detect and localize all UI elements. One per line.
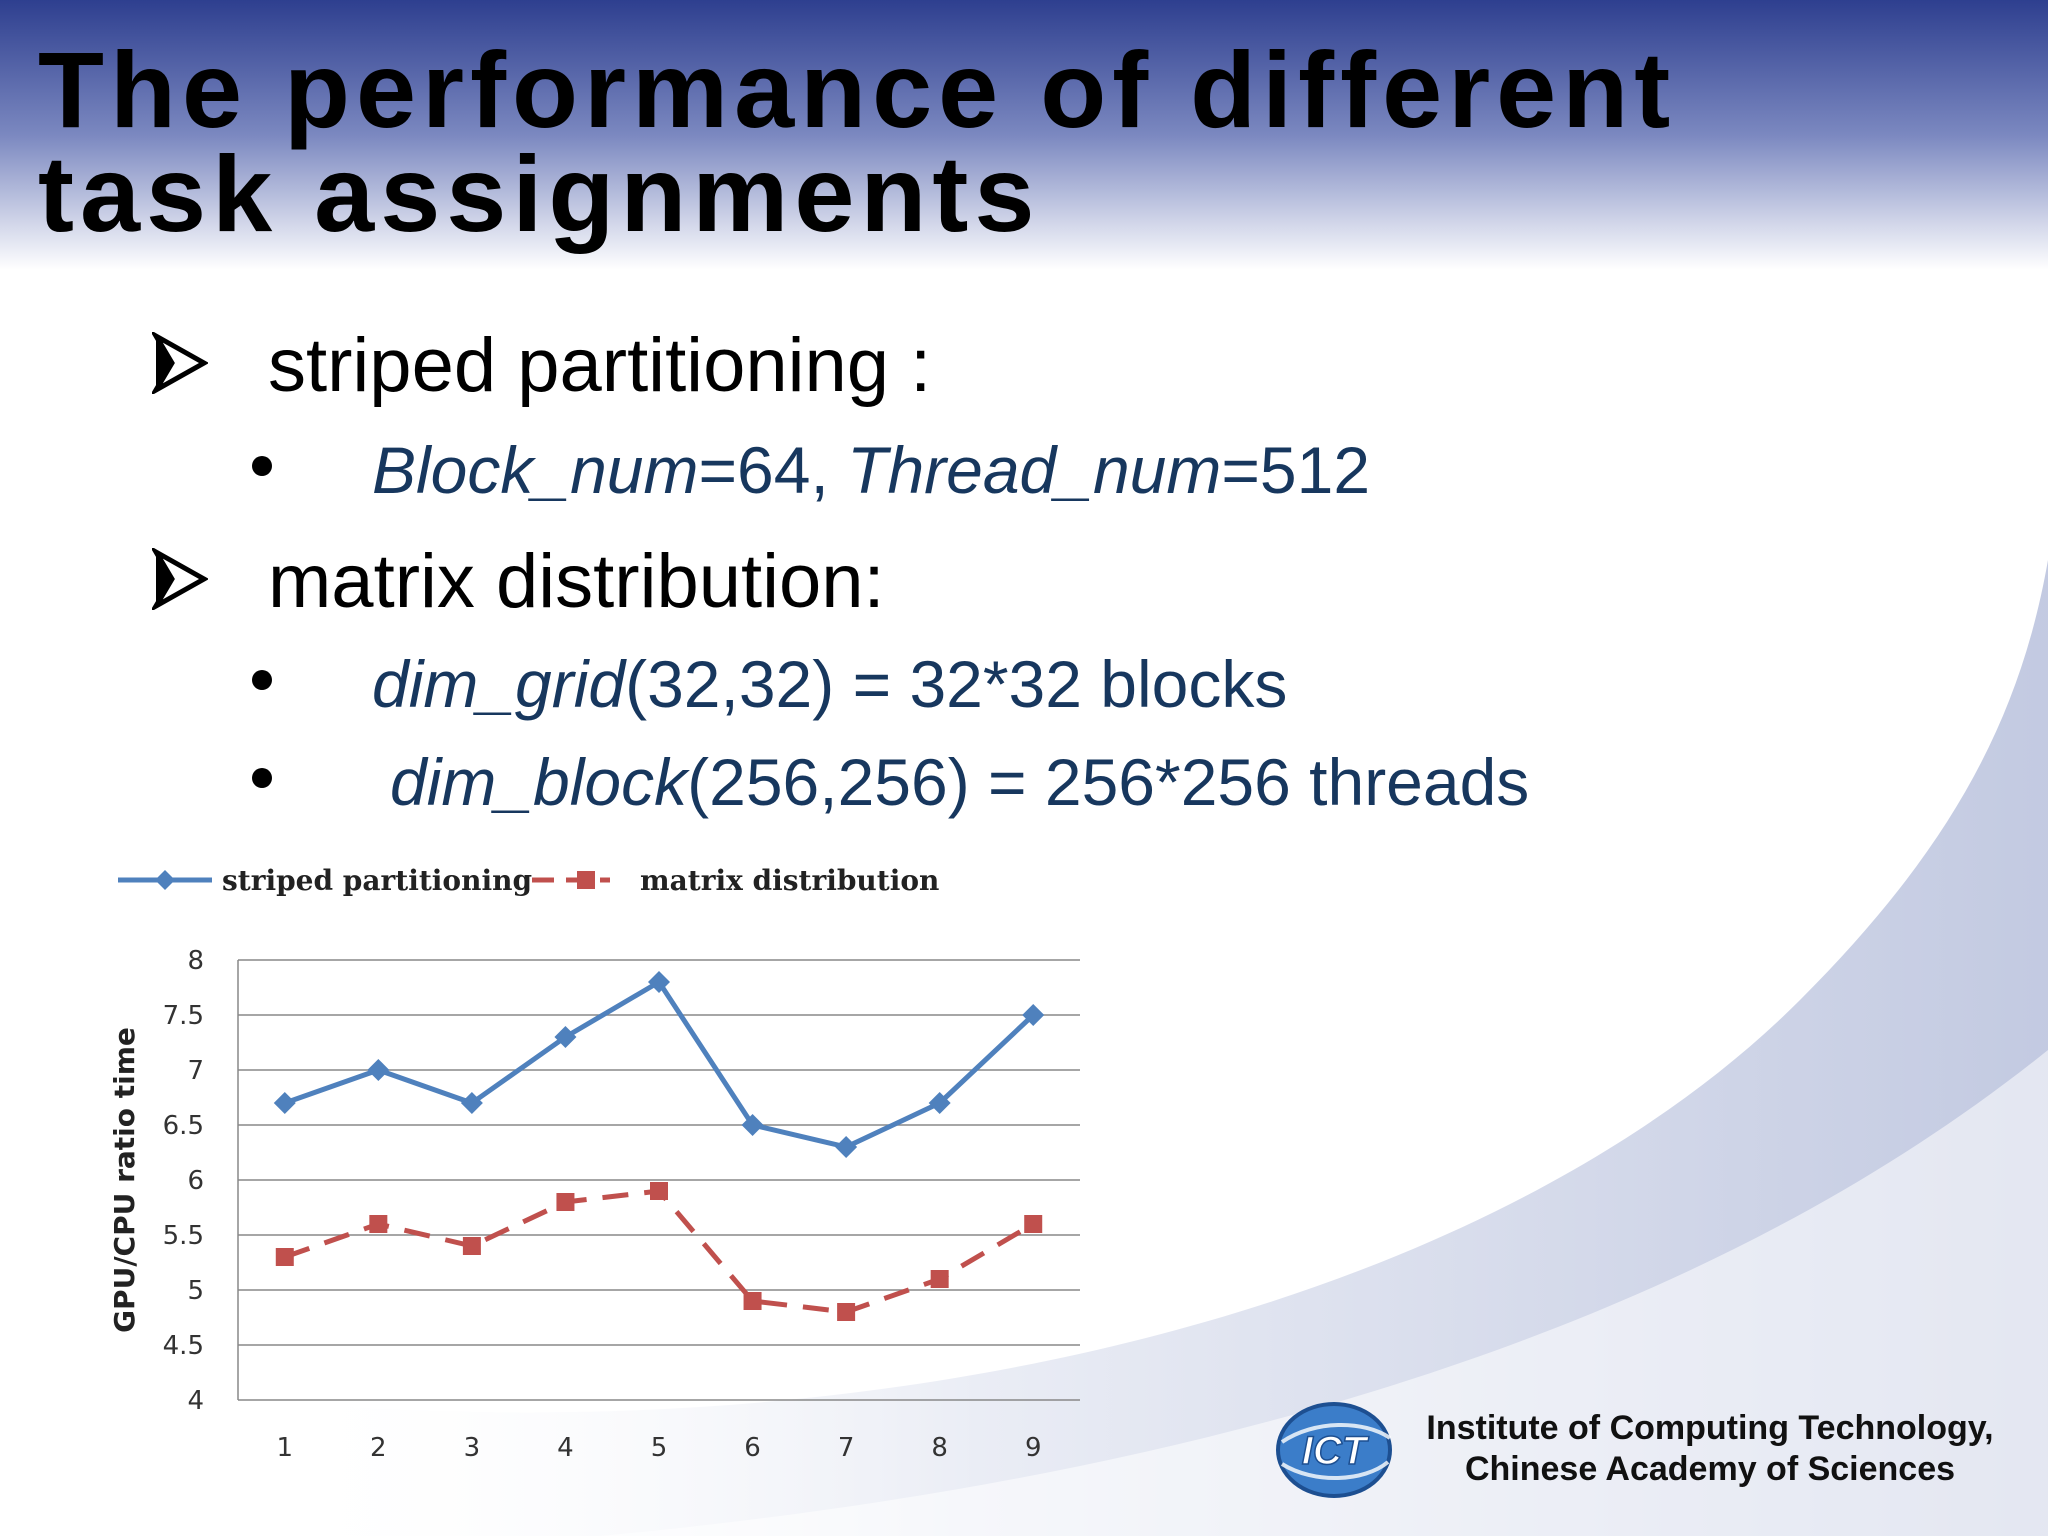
- footer-line-1: Institute of Computing Technology,: [1426, 1409, 1994, 1447]
- data-point-diamond: [460, 1092, 483, 1114]
- x-tick-label: 3: [464, 1433, 481, 1463]
- ict-logo: ICT: [1276, 1402, 1392, 1498]
- x-tick-label: 5: [651, 1433, 668, 1463]
- x-tick-label: 4: [557, 1433, 574, 1463]
- data-point-square: [556, 1193, 575, 1211]
- dim-grid-label: dim_grid: [372, 647, 626, 721]
- data-point-diamond: [835, 1136, 858, 1158]
- arrow-bullet-icon: [152, 548, 208, 610]
- x-tick-label: 1: [277, 1433, 294, 1463]
- thread-num-value: =512: [1221, 433, 1371, 507]
- title-line-1: The performance of different: [38, 29, 1677, 150]
- data-point-diamond: [1022, 1004, 1045, 1026]
- y-axis-title: GPU/CPU ratio time: [108, 1027, 141, 1333]
- title-line-2: task assignments: [38, 133, 1041, 254]
- dim-block-value: (256,256) = 256*256 threads: [687, 745, 1530, 819]
- data-point-diamond: [367, 1059, 390, 1081]
- line-chart: 4 4.5 5 5.5 6 6.5 7 7.5 8 1 2 3 4 5 6 7 8 9 GPU/CPU ratio …: [108, 864, 1080, 1463]
- bullet-matrix-distribution: matrix distribution:: [268, 539, 885, 624]
- y-tick-label: 6: [187, 1166, 204, 1196]
- x-tick-label: 8: [931, 1433, 948, 1463]
- x-tick-label: 6: [744, 1433, 761, 1463]
- y-tick-label: 6.5: [163, 1111, 204, 1141]
- sub-bullet-block-thread: Block_num=64, Thread_num=512: [372, 432, 1370, 508]
- dot-bullet-icon: [252, 768, 272, 788]
- legend-label-1: striped partitioning: [222, 864, 532, 897]
- block-num-value: =64,: [698, 433, 848, 507]
- legend-marker-2: [577, 871, 595, 889]
- data-point-square: [1024, 1215, 1043, 1233]
- logo-text: ICT: [1302, 1429, 1370, 1473]
- data-point-diamond: [273, 1092, 296, 1114]
- series-line-1: [283, 979, 1035, 1150]
- arrow-bullet-icon: [152, 332, 208, 394]
- data-point-square: [369, 1215, 388, 1233]
- y-tick-label: 4: [187, 1386, 204, 1416]
- x-tick-label: 2: [370, 1433, 387, 1463]
- block-num-label: Block_num: [372, 433, 699, 507]
- data-point-diamond: [741, 1114, 764, 1136]
- data-point-square: [275, 1248, 294, 1266]
- dim-grid-value: (32,32) = 32*32 blocks: [625, 647, 1288, 721]
- y-tick-label: 5.5: [163, 1221, 204, 1251]
- bullet-striped-partitioning: striped partitioning :: [268, 323, 932, 408]
- x-tick-label: 9: [1025, 1433, 1042, 1463]
- data-point-diamond: [554, 1026, 577, 1048]
- legend-label-2: matrix distribution: [640, 864, 939, 897]
- data-point-square: [462, 1237, 481, 1255]
- data-point-square: [743, 1292, 762, 1310]
- data-point-diamond: [648, 971, 670, 993]
- data-point-square: [650, 1182, 668, 1200]
- sub-bullet-dim-grid: dim_grid(32,32) = 32*32 blocks: [372, 646, 1287, 722]
- data-point-square: [837, 1303, 856, 1321]
- data-point-square: [930, 1270, 949, 1288]
- y-tick-label: 7: [187, 1056, 204, 1086]
- series-line-2: [283, 1188, 1035, 1315]
- x-tick-label: 7: [838, 1433, 855, 1463]
- thread-num-label: Thread_num: [847, 433, 1222, 507]
- legend-marker-1: [155, 870, 175, 890]
- sub-bullet-dim-block: dim_block(256,256) = 256*256 threads: [390, 744, 1529, 820]
- y-tick-label: 4.5: [163, 1331, 204, 1361]
- y-tick-label: 5: [187, 1276, 204, 1306]
- dim-block-label: dim_block: [390, 745, 688, 819]
- data-point-diamond: [928, 1092, 951, 1114]
- dot-bullet-icon: [252, 456, 272, 476]
- y-tick-label: 7.5: [163, 1001, 204, 1031]
- institution-footer: Institute of Computing Technology, Chine…: [1380, 1408, 2040, 1490]
- footer-line-2: Chinese Academy of Sciences: [1464, 1450, 1956, 1488]
- y-tick-label: 8: [187, 946, 204, 976]
- dot-bullet-icon: [252, 670, 272, 690]
- slide-title: The performance of different task assign…: [38, 29, 1677, 254]
